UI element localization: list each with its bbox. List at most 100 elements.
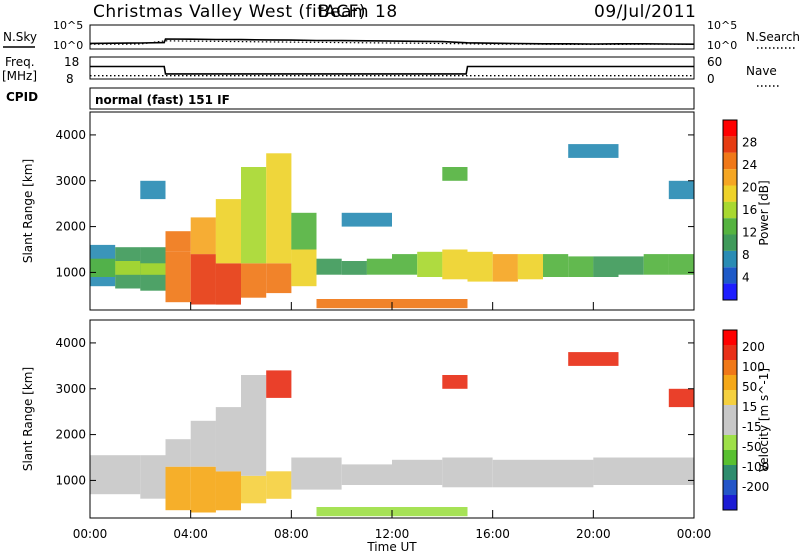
colorbar-step (723, 345, 737, 360)
power-colorbar-label: Power [dB] (757, 180, 771, 245)
data-cell (618, 256, 644, 275)
colorbar-step (723, 405, 737, 420)
colorbar-step (723, 152, 737, 170)
colorbar-step (723, 283, 737, 300)
colorbar-step (723, 435, 737, 450)
colorbar-tick-label: 100 (742, 360, 765, 374)
freq-series (90, 65, 694, 77)
nave-tick-bottom: 0 (707, 72, 715, 86)
colorbar-tick-label: 24 (742, 158, 757, 172)
nsky-label: N.Sky (3, 30, 37, 44)
cpid-frame (89, 87, 695, 110)
colorbar-step (723, 420, 737, 435)
nsearch-label: N.Search (746, 30, 800, 44)
colorbar-tick-label: -50 (742, 440, 762, 454)
nave-label: Nave (746, 64, 777, 78)
y-tick-label: 3000 (55, 174, 86, 188)
x-tick-label: 08:00 (274, 527, 309, 541)
colorbar-step (723, 375, 737, 390)
data-cell (467, 251, 493, 282)
colorbar-tick-label: 16 (742, 203, 757, 217)
velocity-panel: 1000 2000 3000 4000 Slant Range [km] (21, 319, 695, 519)
nsky-line (89, 38, 695, 45)
noise-series (89, 38, 695, 46)
data-cell (341, 212, 392, 227)
data-cell (366, 258, 392, 275)
colorbar-tick-label: -15 (742, 420, 762, 434)
data-cell (316, 258, 342, 275)
colorbar-tick-label: 4 (742, 271, 750, 285)
data-cell (190, 217, 216, 255)
data-cell (90, 455, 141, 495)
data-cell (392, 459, 443, 485)
data-cell (190, 254, 216, 305)
colorbar-tick-label: 8 (742, 248, 750, 262)
data-cell (190, 466, 216, 513)
colorbar-step (723, 267, 737, 284)
x-tick-label: 00:00 (73, 527, 108, 541)
power-cells (90, 144, 694, 309)
colorbar-tick-label: -200 (742, 480, 769, 494)
data-cell (643, 254, 669, 275)
freq-label: Freq. (5, 55, 35, 69)
colorbar-step (723, 169, 737, 186)
data-cell (215, 471, 241, 511)
x-tick-label: 04:00 (173, 527, 208, 541)
nsky-tick-top: 10^5 (53, 19, 83, 32)
data-cell (593, 457, 694, 485)
freq-line (90, 65, 694, 75)
data-cell (568, 256, 594, 277)
velocity-colorbar-label: Velocity [m s^-1] (757, 368, 771, 472)
data-cell (543, 254, 569, 277)
nsearch-tick-top: 10^5 (707, 19, 737, 32)
colorbar-step (723, 330, 737, 345)
data-cell (517, 254, 543, 280)
beam-label: Beam 18 (318, 2, 398, 22)
freq-unit: [MHz] (2, 69, 37, 83)
data-cell (241, 375, 267, 476)
colorbar-step (723, 465, 737, 480)
data-cell (568, 352, 619, 366)
data-cell (668, 180, 694, 200)
data-cell (165, 439, 191, 467)
data-cell (442, 375, 468, 389)
data-cell (266, 471, 292, 499)
data-cell (442, 249, 468, 280)
data-cell (291, 249, 317, 287)
colorbar-frame (722, 329, 738, 511)
data-cell (165, 466, 191, 511)
colorbar-frame (722, 119, 738, 301)
colorbar-step (723, 250, 737, 268)
x-tick-label: 20:00 (576, 527, 611, 541)
nsky-tick-bottom: 10^0 (53, 39, 83, 52)
data-cell (492, 254, 518, 282)
y-tick-label: 4000 (55, 336, 86, 350)
colorbar-step (723, 136, 737, 153)
page-title: Christmas Valley West (fitACF) (93, 2, 366, 22)
power-panel: 1000 2000 3000 4000 Slant Range [km] (21, 111, 695, 311)
data-cell (668, 388, 694, 408)
colorbar-tick-label: 200 (742, 340, 765, 354)
data-cell (568, 144, 619, 158)
data-cell (417, 251, 443, 277)
power-colorbar: 28 24 20 16 12 8 4 (722, 119, 757, 301)
data-cell (291, 212, 317, 250)
data-cell (215, 407, 241, 472)
data-cell (266, 153, 292, 264)
time-axis-label: Time UT (366, 540, 417, 554)
y-tick-label: 4000 (55, 128, 86, 142)
colorbar-step (723, 201, 737, 219)
data-cell (140, 263, 166, 275)
data-cell (190, 420, 216, 467)
data-cell (392, 254, 418, 275)
colorbar-tick-label: -100 (742, 460, 769, 474)
time-axis: 00:00 04:00 08:00 12:00 16:00 20:00 00:00 (73, 302, 711, 541)
noise-panel: N.Sky 10^5 10^0 10^5 10^0 N.Search (3, 19, 800, 52)
velocity-colorbar: 200 100 50 15 -15 -50 -100 -200 (722, 329, 769, 511)
data-cell (442, 167, 468, 181)
freq-frame (89, 56, 695, 80)
power-y-axis: 1000 2000 3000 4000 (55, 128, 694, 279)
data-cell (668, 254, 694, 275)
data-cell (241, 263, 267, 298)
cpid-value: normal (fast) 151 IF (95, 93, 230, 107)
